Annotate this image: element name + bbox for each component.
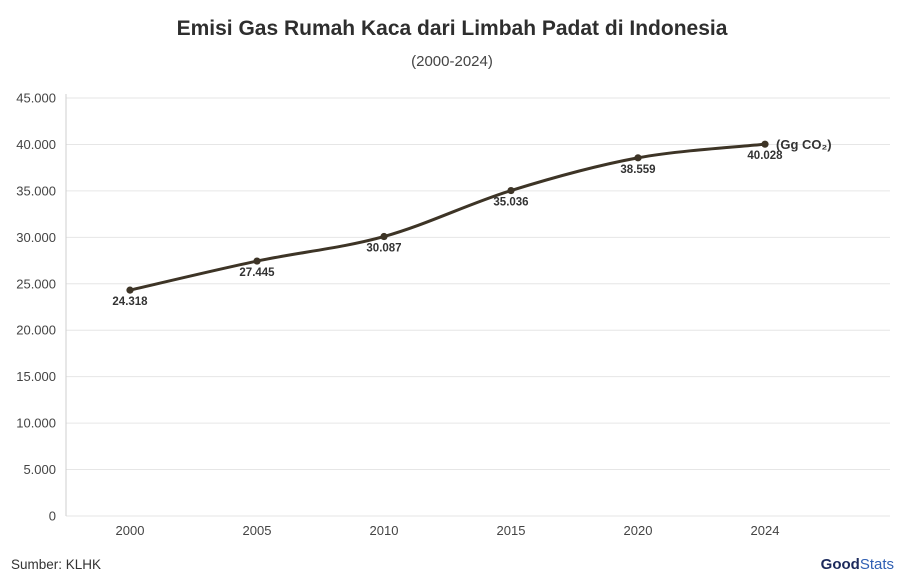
x-tick-label: 2005 bbox=[243, 523, 272, 538]
y-tick-label: 5.000 bbox=[23, 462, 56, 477]
data-label: 35.036 bbox=[493, 197, 528, 209]
series-line bbox=[128, 142, 767, 292]
data-label: 24.318 bbox=[112, 296, 148, 308]
y-tick-label: 35.000 bbox=[16, 183, 56, 198]
data-point bbox=[507, 186, 515, 195]
data-label: 40.028 bbox=[747, 150, 783, 162]
x-tick-label: 2015 bbox=[497, 523, 526, 538]
data-label: 30.087 bbox=[366, 243, 401, 255]
logo-stats-text: Stats bbox=[859, 556, 894, 573]
chart-title: Emisi Gas Rumah Kaca dari Limbah Padat d… bbox=[176, 17, 728, 40]
y-tick-label: 45.000 bbox=[16, 91, 56, 106]
y-tick-label: 25.000 bbox=[16, 276, 56, 291]
y-tick-label: 40.000 bbox=[16, 137, 56, 152]
data-label: 27.445 bbox=[239, 267, 275, 279]
data-point bbox=[253, 257, 261, 265]
logo-good-text: Good bbox=[820, 556, 860, 573]
data-point bbox=[634, 154, 642, 162]
goodstats-logo: GoodStats bbox=[821, 556, 894, 573]
x-tick-label: 2020 bbox=[624, 523, 653, 538]
unit-annotation: (Gg CO₂) bbox=[776, 137, 832, 152]
y-tick-label: 20.000 bbox=[16, 323, 56, 338]
y-tick-label: 30.000 bbox=[16, 230, 56, 245]
data-label: 38.559 bbox=[620, 164, 655, 176]
y-tick-label: 10.000 bbox=[16, 416, 56, 431]
data-point bbox=[380, 232, 388, 241]
y-tick-label: 0 bbox=[49, 509, 56, 524]
data-point bbox=[761, 140, 769, 148]
chart-subtitle: (2000-2024) bbox=[411, 53, 493, 70]
data-point bbox=[126, 286, 134, 294]
x-tick-label: 2000 bbox=[116, 523, 145, 538]
x-tick-label: 2024 bbox=[751, 523, 780, 538]
y-tick-label: 15.000 bbox=[16, 369, 56, 384]
source-note: Sumber: KLHK bbox=[11, 557, 102, 572]
x-tick-label: 2010 bbox=[370, 523, 399, 538]
